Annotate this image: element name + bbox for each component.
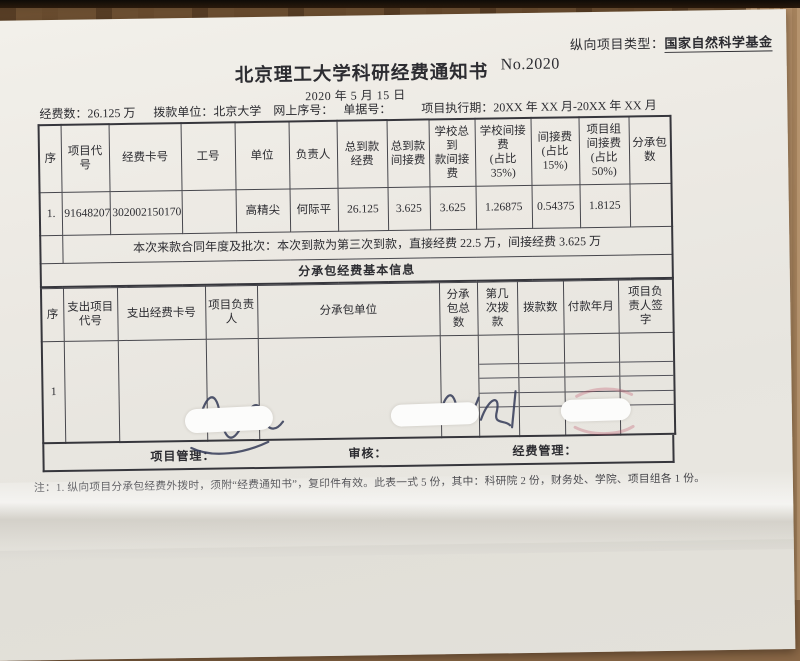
header-cell-leader-signature: 项目负 责人签 字 — [617, 279, 674, 334]
document-title: 北京理工大学科研经费通知书 — [234, 60, 489, 86]
payment-subrow — [519, 392, 565, 408]
cell-fund-card: 3020021501701 — [109, 190, 183, 235]
header-cell-subcontract-unit: 分承包单位 — [256, 282, 440, 339]
paper-sheet: 纵向项目类型：国家自然科学基金 北京理工大学科研经费通知书 No.2020 20… — [0, 9, 796, 661]
receipt-number-label: 单据号： — [343, 101, 392, 117]
payment-subrow — [564, 362, 619, 378]
project-type-label: 纵向项目类型： — [569, 35, 665, 53]
header-cell-expense-project-code: 支出项目 代号 — [62, 287, 118, 342]
project-type-value: 国家自然科学基金 — [664, 34, 773, 53]
payment-subrow — [518, 363, 564, 379]
header-cell-staff-id: 工号 — [180, 122, 236, 191]
project-type-line: 纵向项目类型：国家自然科学基金 — [570, 31, 773, 53]
cell-group-indirect-50: 1.8125 — [579, 183, 631, 228]
header-cell-seq2: 序 — [40, 288, 64, 342]
paper-lower-shading — [0, 539, 796, 661]
header-cell-school-indirect-35: 学校间接 费 (占比 35%) — [474, 117, 532, 187]
header-cell-project-leader: 项目负责 人 — [204, 285, 258, 340]
payment-subrow — [478, 378, 519, 394]
header-cell-fund-card: 经费卡号 — [108, 123, 182, 192]
grant-unit: 拨款单位：北京大学 — [153, 103, 262, 120]
funds-admin-label: 经费管理： — [512, 443, 578, 459]
cell-seq: 1. — [39, 192, 63, 236]
subcontract-header-row: 序 支出项目 代号 支出经费卡号 项目负责 人 分承包单位 分承 包总 数 第几… — [40, 279, 674, 342]
header-cell-seq: 序 — [38, 124, 62, 193]
cell-project-code: 91648207 — [61, 191, 111, 236]
header-cell-leader: 负责人 — [288, 120, 338, 190]
photo-edge-shadow — [0, 0, 800, 8]
cell-subcontract-count — [629, 183, 673, 227]
cell-school-total-indirect: 3.625 — [429, 186, 477, 230]
cell-leader: 何际平 — [289, 188, 339, 233]
header-cell-payment-date: 付款年月 — [562, 280, 619, 334]
header-cell-unit: 单位 — [234, 121, 290, 190]
redaction-pill — [560, 397, 632, 423]
cell-seq2: 1 — [41, 341, 66, 444]
cell-school-indirect-35: 1.26875 — [475, 185, 533, 230]
cell-indirect-15: 0.54375 — [531, 184, 581, 229]
payment-subrow — [519, 407, 564, 421]
document-number: No.2020 — [500, 55, 560, 74]
payment-subrow — [518, 377, 565, 393]
batch-note-left-cell — [40, 235, 63, 264]
payment-subrow — [619, 346, 674, 363]
payment-subrow — [564, 376, 620, 393]
cell-total-indirect: 3.625 — [387, 186, 431, 231]
header-cell-project-code: 项目代号 — [60, 124, 110, 193]
cell-leader-signature-subrows — [618, 332, 676, 435]
redaction-pill — [390, 401, 480, 427]
cell-staff-id — [181, 189, 237, 234]
project-admin-label: 项目管理： — [150, 448, 216, 464]
subcontract-data-row: 1 — [41, 332, 676, 444]
cell-expense-project-code — [63, 340, 120, 443]
payment-subrow — [479, 392, 519, 409]
header-cell-total-indirect: 总到款 间接费 — [386, 119, 430, 188]
header-cell-subcontract-total: 分承 包总 数 — [438, 282, 478, 336]
header-cell-total-funds: 总到款 经费 — [336, 120, 388, 189]
header-cell-payment-round: 第几 次拨 款 — [476, 281, 518, 336]
main-table-header-row: 序 项目代号 经费卡号 工号 单位 负责人 总到款 经费 总到款 间接费 学校总… — [38, 115, 672, 193]
funds-amount: 经费数：26.125 万 — [39, 105, 136, 122]
footnote: 注：1. 纵向项目分承包经费外拨时，须附“经费通知书”，复印件有效。此表一式 5… — [33, 472, 706, 495]
cell-payment-round-subrows — [477, 334, 520, 437]
payment-subrow — [619, 376, 674, 392]
execution-period: 项目执行期：20XX 年 XX 月-20XX 年 XX 月 — [421, 98, 657, 116]
payment-subrow — [518, 348, 564, 364]
main-funding-table: 序 项目代号 经费卡号 工号 单位 负责人 总到款 经费 总到款 间接费 学校总… — [37, 114, 674, 289]
redaction-pill — [184, 405, 274, 434]
header-cell-subcontract-count: 分承包 数 — [628, 115, 672, 184]
payment-subrow — [478, 363, 518, 379]
header-cell-school-total-indirect: 学校总到 款间接费 — [428, 118, 476, 187]
header-cell-expense-fund-card: 支出经费卡号 — [116, 286, 206, 341]
payment-subrow — [478, 349, 518, 365]
audit-label: 审核： — [348, 446, 388, 461]
cell-payment-amount-subrows — [517, 333, 566, 437]
header-cell-indirect-15: 间接费 (占比 15%) — [530, 117, 580, 186]
cell-unit: 高精尖 — [235, 189, 291, 233]
header-cell-payment-amount: 拨款数 — [516, 280, 564, 335]
header-cell-group-indirect-50: 项目组 间接费 (占比 50%) — [578, 116, 630, 185]
online-serial-label: 网上序号： — [273, 102, 334, 118]
payment-subrow — [619, 361, 674, 377]
cell-total-funds: 26.125 — [337, 187, 389, 232]
payment-subrow — [479, 408, 518, 422]
payment-subrow — [564, 347, 619, 364]
funding-notice-form: 序 项目代号 经费卡号 工号 单位 负责人 总到款 经费 总到款 间接费 学校总… — [34, 114, 705, 495]
